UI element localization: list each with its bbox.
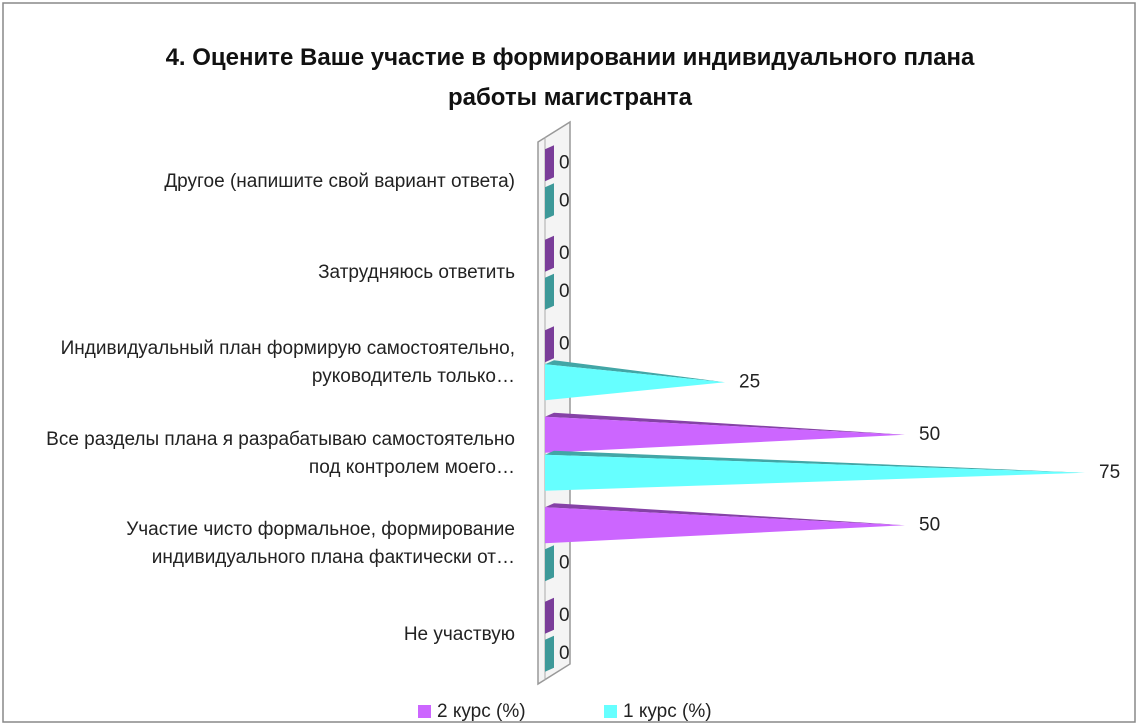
bar — [545, 273, 554, 310]
y-tick-label: Другое (напишите свой вариант ответа) — [164, 171, 515, 193]
bar-face — [545, 507, 905, 544]
data-label: 25 — [739, 371, 760, 392]
y-tick-label: Затрудняюсь ответить — [318, 261, 515, 283]
data-label: 0 — [559, 643, 570, 664]
data-label: 75 — [1099, 462, 1120, 483]
data-label: 0 — [559, 190, 570, 211]
bar — [545, 503, 905, 544]
bar — [545, 326, 554, 363]
y-tick-label: Индивидуальный план формирую самостоятел… — [60, 338, 515, 388]
bar — [545, 145, 554, 182]
legend-label: 1 курс (%) — [623, 701, 712, 722]
legend-swatch — [604, 705, 617, 718]
bar — [545, 183, 554, 220]
legend-swatch — [418, 705, 431, 718]
bar — [545, 450, 1085, 491]
bar-face — [545, 412, 905, 435]
bar-face — [545, 450, 1085, 473]
bar-face — [545, 503, 905, 526]
bar — [545, 635, 554, 672]
data-label: 0 — [559, 281, 570, 302]
chart-title: 4. Оцените Ваше участие в формировании и… — [165, 44, 975, 111]
data-label: 0 — [559, 152, 570, 173]
bar-face — [545, 454, 1085, 491]
data-label: 0 — [559, 552, 570, 573]
legend-label: 2 курс (%) — [437, 701, 526, 722]
data-label: 50 — [919, 514, 940, 535]
bar-face — [545, 416, 905, 453]
data-label: 0 — [559, 605, 570, 626]
data-label: 0 — [559, 243, 570, 264]
data-label: 50 — [919, 424, 940, 445]
y-tick-label: Не участвую — [403, 623, 515, 645]
bar — [545, 235, 554, 272]
y-tick-label: Все разделы плана я разрабатываю самосто… — [46, 428, 515, 478]
y-tick-label: Участие чисто формальное, формирование и… — [126, 519, 515, 569]
bar-face — [545, 360, 725, 383]
bar — [545, 412, 905, 453]
bar — [545, 360, 725, 401]
bar — [545, 545, 554, 582]
bar-face — [545, 364, 725, 401]
bar — [545, 597, 554, 634]
data-label: 0 — [559, 333, 570, 354]
